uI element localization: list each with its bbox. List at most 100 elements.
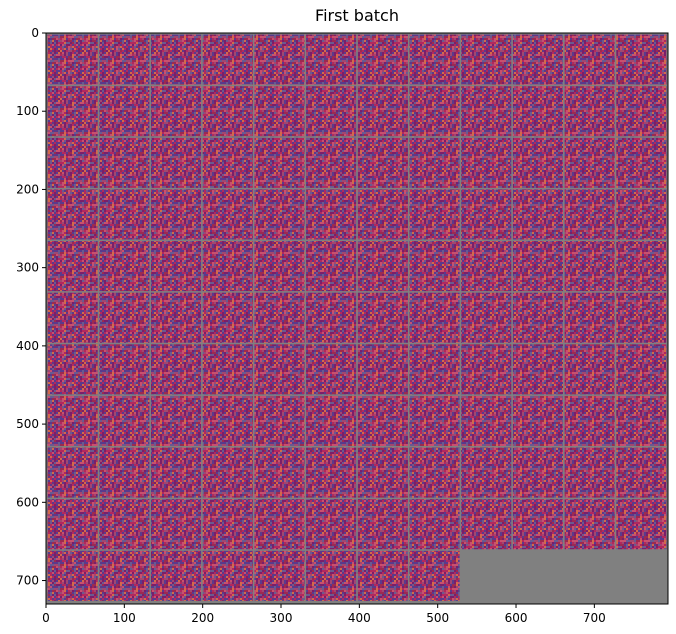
image-tile bbox=[616, 34, 667, 85]
image-tile bbox=[306, 189, 357, 240]
image-tile bbox=[254, 86, 305, 137]
image-tile bbox=[512, 34, 564, 85]
y-tick-label: 400 bbox=[16, 339, 39, 353]
image-background bbox=[46, 33, 668, 604]
image-tile bbox=[357, 499, 408, 550]
image-tile bbox=[357, 344, 408, 395]
image-tile bbox=[47, 34, 98, 85]
image-tile bbox=[99, 395, 150, 446]
image-tile bbox=[357, 550, 408, 601]
image-tile bbox=[150, 499, 202, 550]
image-tile bbox=[254, 550, 305, 601]
image-tile bbox=[150, 137, 202, 188]
image-tile bbox=[616, 447, 667, 498]
image-tile bbox=[461, 344, 512, 395]
x-tick-label: 300 bbox=[270, 611, 293, 625]
image-tile bbox=[512, 241, 564, 292]
image-tile bbox=[47, 447, 98, 498]
image-tile bbox=[616, 344, 667, 395]
image-tile bbox=[409, 550, 460, 601]
y-tick-label: 500 bbox=[16, 417, 39, 431]
image-tile bbox=[564, 86, 615, 137]
x-axis: 0 100 200 300 400 500 600 700 bbox=[42, 604, 606, 625]
image-tile bbox=[99, 86, 150, 137]
image-tile bbox=[564, 344, 615, 395]
image-tile bbox=[254, 344, 305, 395]
image-tile bbox=[254, 447, 305, 498]
image-tile bbox=[150, 344, 202, 395]
image-tile bbox=[461, 447, 512, 498]
image-tile bbox=[99, 241, 150, 292]
image-tile bbox=[564, 447, 615, 498]
image-tile bbox=[47, 292, 98, 343]
image-tile bbox=[202, 344, 253, 395]
image-tile bbox=[202, 550, 253, 601]
x-tick-label: 100 bbox=[113, 611, 136, 625]
image-tile bbox=[409, 395, 460, 446]
image-tile bbox=[99, 189, 150, 240]
y-tick-label: 600 bbox=[16, 495, 39, 509]
y-axis: 0 100 200 300 400 500 600 700 bbox=[16, 26, 46, 588]
image-tile bbox=[150, 189, 202, 240]
image-tile bbox=[47, 137, 98, 188]
image-tile bbox=[357, 189, 408, 240]
image-tile bbox=[254, 395, 305, 446]
image-tile bbox=[512, 344, 564, 395]
image-tile bbox=[99, 137, 150, 188]
image-tile bbox=[306, 499, 357, 550]
x-tick-label: 200 bbox=[191, 611, 214, 625]
image-tile bbox=[254, 241, 305, 292]
image-tile bbox=[512, 395, 564, 446]
image-grid bbox=[46, 33, 668, 604]
image-tile bbox=[616, 189, 667, 240]
image-tile bbox=[150, 447, 202, 498]
image-tile bbox=[47, 189, 98, 240]
image-tile bbox=[202, 499, 253, 550]
image-tile bbox=[99, 499, 150, 550]
image-tile bbox=[461, 137, 512, 188]
image-tile bbox=[150, 34, 202, 85]
image-tile bbox=[306, 344, 357, 395]
x-tick-label: 600 bbox=[505, 611, 528, 625]
image-tile bbox=[461, 241, 512, 292]
image-tile bbox=[409, 86, 460, 137]
image-tile bbox=[306, 447, 357, 498]
image-tile bbox=[616, 499, 667, 550]
image-tile bbox=[306, 137, 357, 188]
image-tile bbox=[409, 34, 460, 85]
image-tile bbox=[150, 550, 202, 601]
image-tile bbox=[254, 137, 305, 188]
image-tile bbox=[461, 189, 512, 240]
image-tile bbox=[306, 241, 357, 292]
image-tile bbox=[512, 86, 564, 137]
image-tile bbox=[357, 86, 408, 137]
image-tile bbox=[357, 34, 408, 85]
image-tile bbox=[564, 189, 615, 240]
image-tile bbox=[461, 292, 512, 343]
image-tile bbox=[47, 499, 98, 550]
axes-frame bbox=[45, 32, 669, 605]
image-tile bbox=[202, 395, 253, 446]
image-tile bbox=[202, 241, 253, 292]
image-tile bbox=[357, 447, 408, 498]
image-tile bbox=[306, 34, 357, 85]
image-tile bbox=[409, 137, 460, 188]
image-tile bbox=[564, 241, 615, 292]
image-tile bbox=[202, 292, 253, 343]
image-tile bbox=[357, 137, 408, 188]
image-tile bbox=[306, 550, 357, 601]
image-tile bbox=[564, 137, 615, 188]
image-tile bbox=[202, 189, 253, 240]
image-tile bbox=[47, 86, 98, 137]
image-tile bbox=[306, 86, 357, 137]
image-tile bbox=[409, 344, 460, 395]
chart-title: First batch bbox=[315, 6, 399, 25]
y-tick-label: 100 bbox=[16, 104, 39, 118]
image-tile bbox=[409, 499, 460, 550]
image-tile bbox=[512, 189, 564, 240]
image-tile bbox=[150, 395, 202, 446]
y-tick-label: 200 bbox=[16, 182, 39, 196]
image-tile bbox=[512, 499, 564, 550]
image-tile bbox=[150, 86, 202, 137]
